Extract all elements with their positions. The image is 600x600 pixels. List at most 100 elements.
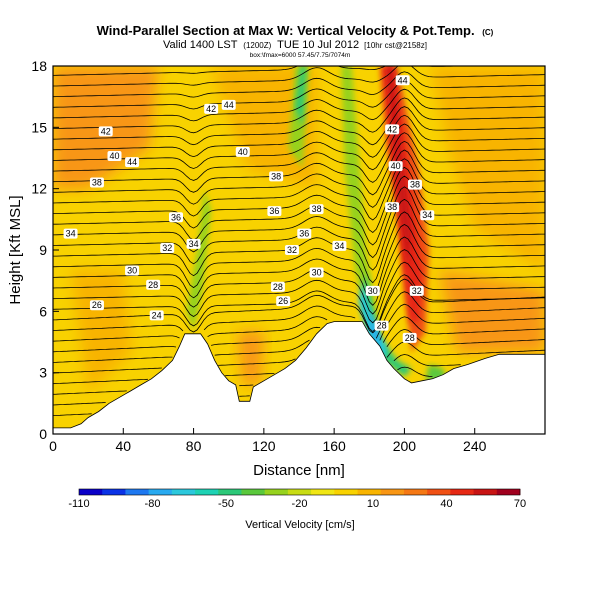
band-green-170	[341, 66, 380, 344]
colorbar-swatch	[195, 489, 219, 495]
contour-label: 34	[63, 228, 78, 239]
y-tick-label: 12	[31, 181, 47, 197]
band-green-80	[186, 188, 212, 332]
x-tick-label: 160	[322, 438, 346, 454]
colorbar-swatch	[264, 489, 289, 495]
svg-text:34: 34	[189, 239, 199, 249]
svg-text:40: 40	[391, 161, 401, 171]
svg-text:38: 38	[271, 171, 281, 181]
svg-text:36: 36	[269, 206, 279, 216]
svg-text:38: 38	[312, 204, 322, 214]
contour-labels: 44 42 40 38 34 44 42 40 38 38 36 36 36 34 34 32 32 30 30 28…	[63, 75, 435, 343]
contour-label: 34	[186, 238, 201, 249]
contour-label: 36	[169, 212, 183, 223]
chart-title: Wind-Parallel Section at Max W: Vertical…	[97, 23, 494, 38]
band-green-140-core	[295, 66, 306, 128]
subtitle-date: TUE 10 Jul 2012	[277, 39, 359, 51]
isotherm-line	[53, 88, 545, 122]
x-tick-label: 240	[463, 438, 487, 454]
contour-label: 32	[284, 245, 299, 255]
svg-text:32: 32	[162, 243, 172, 253]
chart-subtitle: Valid 1400 LST (1200Z) TUE 10 Jul 2012 […	[163, 39, 427, 51]
isotherm-line	[53, 71, 545, 98]
contour-label: 38	[385, 202, 400, 213]
core-teal	[358, 280, 387, 361]
svg-text:32: 32	[412, 286, 422, 296]
terrain	[53, 321, 545, 434]
contour-label: 42	[98, 126, 113, 137]
svg-text:40: 40	[238, 147, 248, 157]
svg-text:42: 42	[206, 104, 216, 114]
contour-label: 44	[395, 75, 410, 86]
contour-label: 30	[125, 265, 140, 276]
core-blue	[369, 307, 380, 349]
y-axis: 0 3 6 9 12 15 18	[31, 58, 59, 442]
shade-upper-mid	[211, 66, 317, 189]
colorbar-tick-label: -110	[68, 498, 89, 510]
colorbar-swatch	[218, 489, 242, 495]
contour-label: 40	[388, 161, 403, 172]
contour-label: 38	[407, 179, 422, 190]
svg-text:30: 30	[368, 286, 378, 296]
isotherm-line	[53, 261, 545, 324]
colorbar-swatch	[450, 489, 474, 495]
isotherm-line	[53, 106, 545, 146]
y-tick-label: 6	[39, 303, 47, 319]
svg-text:42: 42	[387, 124, 397, 134]
isotherm-line	[53, 66, 475, 76]
svg-text:44: 44	[224, 100, 234, 110]
x-tick-label: 120	[252, 438, 276, 454]
contour-label: 42	[204, 103, 219, 114]
svg-text:34: 34	[334, 241, 344, 251]
isotherm-line	[53, 175, 545, 246]
colorbar-swatch	[125, 489, 150, 495]
contour-label: 44	[125, 157, 140, 168]
contour-label: 36	[267, 206, 282, 217]
isotherm-line	[53, 291, 545, 339]
svg-text:38: 38	[410, 180, 420, 190]
shade-valley	[237, 331, 264, 385]
colorbar-swatch	[334, 489, 358, 495]
colorbar-swatch	[380, 489, 405, 495]
contour-label: 26	[89, 300, 104, 311]
shade-upper-right	[430, 66, 545, 271]
colorbar-swatch	[287, 489, 312, 495]
contour-label: 32	[409, 285, 424, 296]
svg-text:26: 26	[278, 296, 288, 306]
colorbar-tick-label: -20	[292, 498, 308, 510]
svg-text:44: 44	[398, 75, 408, 85]
colorbar-swatch	[427, 489, 451, 495]
colorbar-tick-label: -50	[218, 498, 234, 510]
colorbar-swatch	[79, 489, 103, 495]
colorbar-swatch	[102, 489, 126, 495]
colorbar-tick-label: -80	[145, 498, 161, 510]
colorbar-tick-label: 70	[514, 498, 526, 510]
x-tick-label: 40	[115, 438, 131, 454]
title-text: Wind-Parallel Section at Max W: Vertical…	[97, 23, 475, 38]
subtitle-location: box:\fmax=6000 57.45/7.75/7074m	[250, 52, 351, 59]
isotherm-line	[53, 132, 545, 183]
contour-label: 26	[276, 296, 291, 307]
isotherm-line	[53, 211, 545, 284]
contour-label: 34	[420, 210, 435, 221]
isotherm-line	[53, 354, 461, 385]
contour-label: 24	[149, 310, 164, 321]
contour-label: 38	[309, 204, 324, 215]
contour-label: 28	[402, 332, 417, 343]
svg-text:30: 30	[312, 267, 322, 277]
contour-label: 38	[89, 177, 104, 188]
contour-label: 28	[374, 320, 389, 331]
colorbar-frame	[78, 488, 521, 496]
shade-lower-right	[439, 270, 545, 353]
svg-text:44: 44	[127, 157, 137, 167]
colorbar-ticks: -110 -80 -50 -20 10 40 70	[68, 498, 526, 510]
svg-text:26: 26	[92, 300, 102, 310]
colorbar	[78, 488, 521, 496]
svg-text:28: 28	[405, 333, 415, 343]
svg-text:34: 34	[66, 229, 76, 239]
plot-area: 44 42 40 38 34 44 42 40 38 38 36 36 36 34 34 32 32 30 30 28…	[53, 66, 545, 434]
svg-text:24: 24	[152, 310, 162, 320]
isotherms	[53, 66, 545, 416]
isotherm-line	[53, 224, 545, 296]
